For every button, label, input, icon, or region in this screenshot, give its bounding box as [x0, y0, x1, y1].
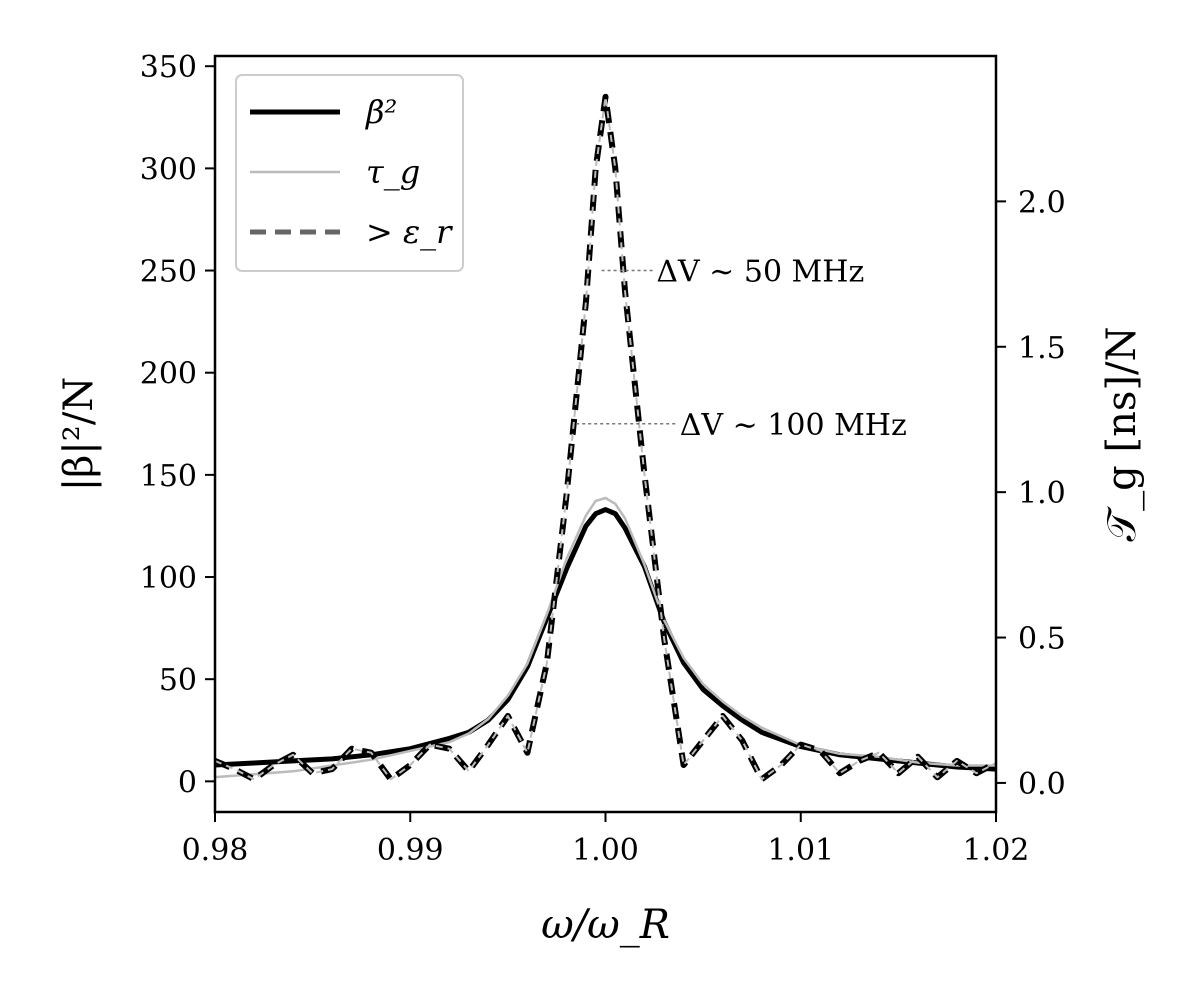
y-left-tick-label: 350: [140, 50, 197, 85]
y-left-tick-label: 200: [140, 357, 197, 392]
series-line-tau-g: [214, 496, 996, 779]
y-right-tick-label: 0.5: [1018, 622, 1066, 657]
y-right-axis-label: 𝒯_g [ns]/N: [1099, 327, 1145, 542]
legend-box: [235, 74, 464, 272]
legend-label: β²: [365, 93, 397, 131]
legend-entry: > ε_r: [250, 213, 453, 251]
series-line-beta-squared: [214, 507, 997, 772]
y-left-tick-label: 100: [140, 561, 197, 596]
axes-layer: 0.98 0.99 1.00 1.01 1.02 0 50 100 150 200 250 300 35…: [56, 50, 1145, 948]
x-axis-label: ω/ω_R: [541, 902, 670, 948]
x-tick-label: 0.98: [182, 833, 249, 868]
series-layer: [213, 93, 998, 783]
y-left-tick-label: 150: [140, 459, 197, 494]
x-tick-label: 0.99: [377, 833, 444, 868]
y-left-tick-label: 250: [140, 255, 197, 290]
y-left-tick-label: 0: [178, 765, 197, 800]
y-right-tick-label: 1.0: [1018, 476, 1066, 511]
annotation-label: ΔV ∼ 100 MHz: [680, 408, 907, 443]
legend-entry: τ_g: [250, 153, 420, 191]
annotation-label: ΔV ∼ 50 MHz: [656, 255, 864, 290]
series-line-exceeds-er-outline: [213, 93, 998, 783]
y-left-axis-label: |β|²/N: [56, 377, 102, 492]
legend-entry: β²: [250, 93, 397, 131]
y-right-tick-label: 1.5: [1018, 331, 1066, 366]
x-tick-label: 1.01: [767, 833, 834, 868]
legend: β² τ_g > ε_r: [235, 74, 464, 272]
y-right-tick-label: 0.0: [1018, 767, 1066, 802]
legend-label: τ_g: [366, 153, 420, 191]
legend-label: > ε_r: [366, 213, 453, 251]
y-right-tick-label: 2.0: [1018, 185, 1066, 220]
annotation-layer: ΔV ∼ 50 MHz ΔV ∼ 100 MHz: [576, 255, 907, 443]
x-tick-label: 1.02: [963, 833, 1030, 868]
y-left-tick-label: 50: [159, 663, 197, 698]
x-tick-label: 1.00: [572, 833, 639, 868]
y-left-tick-label: 300: [140, 152, 197, 187]
